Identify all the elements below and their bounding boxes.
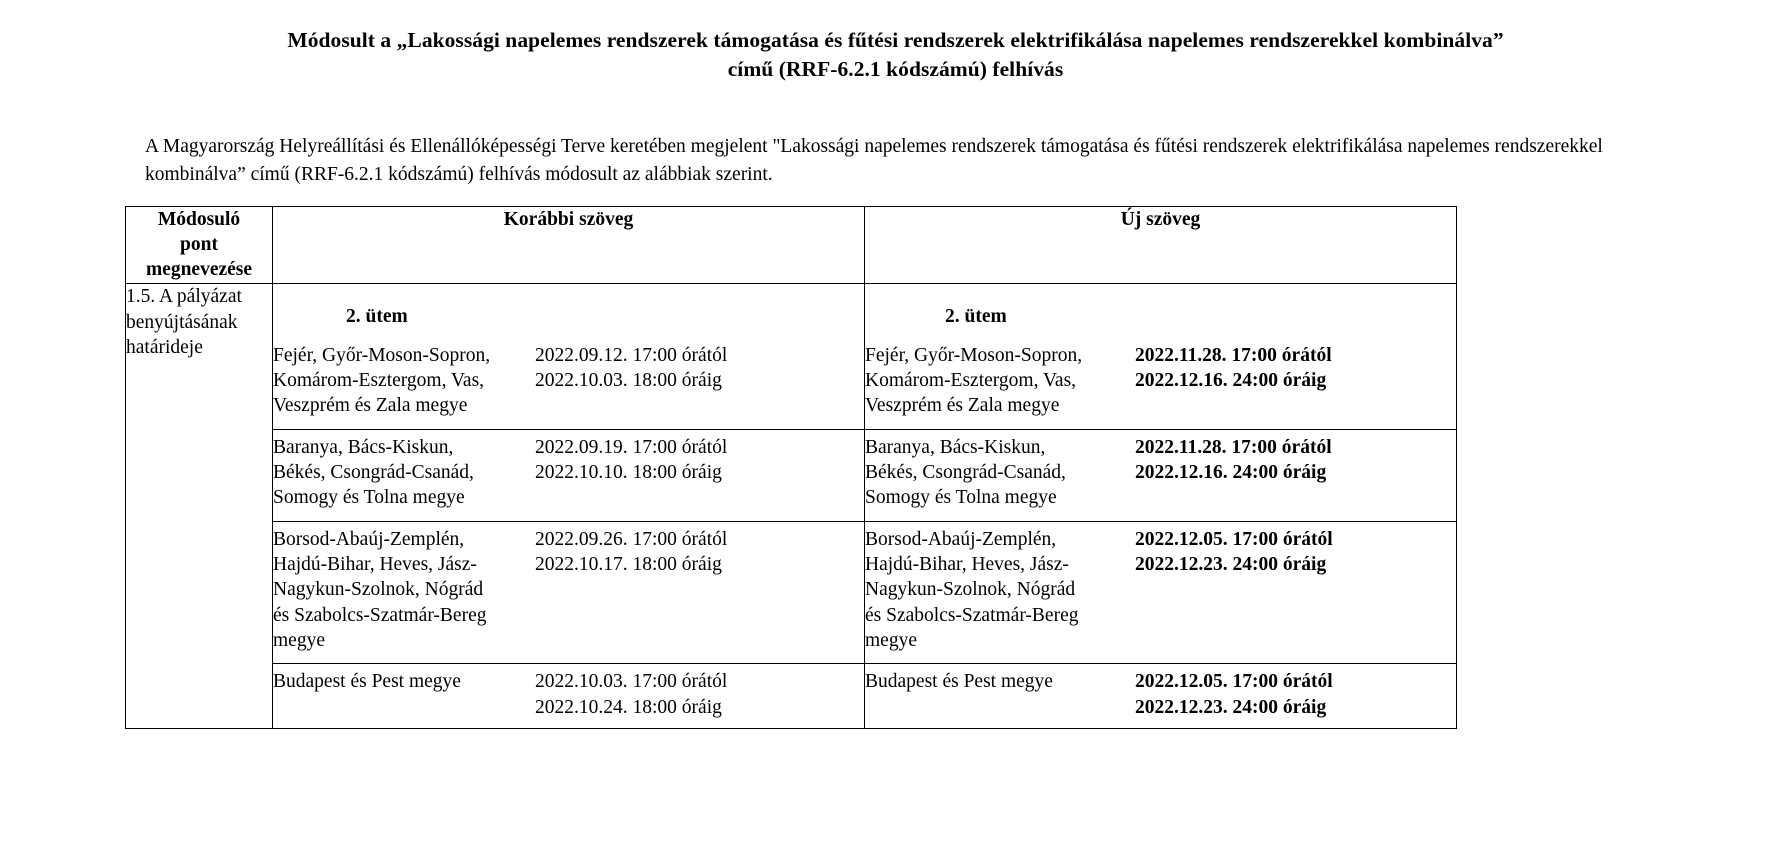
region-line: megye: [273, 630, 325, 652]
new-region-1: Baranya, Bács-Kiskun, Békés, Csongrád-Cs…: [865, 428, 1135, 522]
region-line: megye: [865, 630, 917, 652]
page-title-line-1: Módosult a „Lakossági napelemes rendszer…: [287, 28, 1504, 52]
table-body: 1.5. A pályázat benyújtásának határideje…: [125, 282, 1457, 730]
new-utem-heading: 2. ütem: [945, 305, 1007, 327]
new-dates-3: 2022.12.05. 17:00 órától 2022.12.23. 24:…: [1135, 663, 1457, 729]
date-to: 2022.12.23. 24:00 óráig: [1135, 696, 1327, 718]
intro-paragraph: A Magyarország Helyreállítási és Ellenál…: [0, 83, 1791, 188]
page-title-line-2: című (RRF-6.2.1 kódszámú) felhívás: [727, 56, 1064, 81]
region-line: Békés, Csongrád-Csanád,: [273, 461, 474, 483]
new-dates-2: 2022.12.05. 17:00 órától 2022.12.23. 24:…: [1135, 520, 1457, 664]
old-region-2: Borsod-Abaúj-Zemplén, Hajdú-Bihar, Heves…: [273, 520, 535, 664]
new-region-2: Borsod-Abaúj-Zemplén, Hajdú-Bihar, Heves…: [865, 520, 1135, 664]
region-line: Budapest és Pest megye: [273, 671, 461, 693]
date-to: 2022.10.17. 18:00 óráig: [535, 554, 722, 575]
date-to: 2022.12.16. 24:00 óráig: [1135, 369, 1327, 391]
new-region-0: Fejér, Győr-Moson-Sopron, Komárom-Eszter…: [865, 338, 1135, 430]
list-item: Borsod-Abaúj-Zemplén, Hajdú-Bihar, Heves…: [273, 520, 865, 664]
date-from: 2022.10.03. 17:00 órától: [535, 671, 728, 693]
list-item: Budapest és Pest megye 2022.12.05. 17:00…: [865, 663, 1457, 729]
old-dates-1: 2022.09.19. 17:00 órától 2022.10.10. 18:…: [535, 428, 865, 522]
list-item: Fejér, Győr-Moson-Sopron, Komárom-Eszter…: [865, 338, 1457, 430]
date-from: 2022.09.19. 17:00 órától: [535, 436, 728, 458]
old-schedule-table: Fejér, Győr-Moson-Sopron, Komárom-Eszter…: [273, 338, 865, 729]
region-line: Baranya, Bács-Kiskun,: [273, 436, 454, 458]
table-header: Módosuló pont megnevezése Korábbi szöveg…: [125, 205, 1457, 284]
amendment-table-wrapper: Módosuló pont megnevezése Korábbi szöveg…: [0, 189, 1791, 730]
cell-old-text: 2. ütem Fejér, Győr-Moson-Sopron, Komáro…: [272, 282, 865, 730]
old-dates-2: 2022.09.26. 17:00 órától 2022.10.17. 18:…: [535, 520, 865, 664]
date-to: 2022.10.24. 18:00 óráig: [535, 696, 722, 718]
cell-point-name: 1.5. A pályázat benyújtásának határideje: [125, 282, 273, 730]
old-dates-0: 2022.09.12. 17:00 órától 2022.10.03. 18:…: [535, 338, 865, 430]
date-to: 2022.12.16. 24:00 óráig: [1135, 461, 1327, 483]
region-line: Baranya, Bács-Kiskun,: [865, 436, 1046, 458]
point-name-line-2: benyújtásának: [126, 311, 238, 333]
region-line: Veszprém és Zala megye: [865, 395, 1060, 417]
old-region-3: Budapest és Pest megye: [273, 663, 535, 729]
region-line: Hajdú-Bihar, Heves, Jász-: [865, 554, 1069, 575]
region-line: Borsod-Abaúj-Zemplén,: [865, 528, 1057, 550]
region-line: és Szabolcs-Szatmár-Bereg: [865, 604, 1079, 626]
region-line: Békés, Csongrád-Csanád,: [865, 461, 1066, 483]
date-from: 2022.11.28. 17:00 órától: [1135, 436, 1332, 458]
cell-new-text: 2. ütem Fejér, Győr-Moson-Sopron, Komáro…: [864, 282, 1457, 730]
column-header-point: Módosuló pont megnevezése: [125, 205, 273, 284]
date-to: 2022.10.10. 18:00 óráig: [535, 461, 722, 483]
new-dates-0: 2022.11.28. 17:00 órától 2022.12.16. 24:…: [1135, 338, 1457, 430]
column-header-point-line-3: megnevezése: [145, 259, 253, 281]
region-line: Borsod-Abaúj-Zemplén,: [273, 528, 465, 550]
column-header-point-line-2: pont: [180, 233, 218, 255]
new-dates-1: 2022.11.28. 17:00 órától 2022.12.16. 24:…: [1135, 428, 1457, 522]
region-line: Hajdú-Bihar, Heves, Jász-: [273, 554, 477, 575]
column-header-point-line-1: Módosuló: [157, 208, 241, 230]
date-from: 2022.12.05. 17:00 órától: [1135, 528, 1333, 550]
old-region-0: Fejér, Győr-Moson-Sopron, Komárom-Eszter…: [273, 338, 535, 430]
region-line: Komárom-Esztergom, Vas,: [273, 369, 485, 391]
point-name-line-3: határideje: [126, 337, 203, 359]
new-schedule-table: Fejér, Győr-Moson-Sopron, Komárom-Eszter…: [865, 338, 1457, 729]
date-from: 2022.12.05. 17:00 órától: [1135, 671, 1333, 693]
old-region-1: Baranya, Bács-Kiskun, Békés, Csongrád-Cs…: [273, 428, 535, 522]
old-dates-3: 2022.10.03. 17:00 órától 2022.10.24. 18:…: [535, 663, 865, 729]
column-header-new-text: Új szöveg: [864, 205, 1457, 284]
region-line: Somogy és Tolna megye: [273, 487, 465, 509]
list-item: Baranya, Bács-Kiskun, Békés, Csongrád-Cs…: [865, 428, 1457, 522]
region-line: Fejér, Győr-Moson-Sopron,: [273, 344, 491, 366]
table-header-row: Módosuló pont megnevezése Korábbi szöveg…: [125, 205, 1457, 284]
date-to: 2022.12.23. 24:00 óráig: [1135, 554, 1327, 575]
region-line: Komárom-Esztergom, Vas,: [865, 369, 1077, 391]
intro-line-2: elektrifikálása napelemes rendszerekkel …: [145, 136, 1603, 185]
column-header-old-text: Korábbi szöveg: [272, 205, 865, 284]
old-utem-heading: 2. ütem: [346, 305, 408, 327]
list-item: Baranya, Bács-Kiskun, Békés, Csongrád-Cs…: [273, 428, 865, 522]
region-line: Veszprém és Zala megye: [273, 395, 468, 417]
date-from: 2022.11.28. 17:00 órától: [1135, 344, 1332, 366]
region-line: Nagykun-Szolnok, Nógrád: [273, 579, 484, 601]
list-item: Fejér, Győr-Moson-Sopron, Komárom-Eszter…: [273, 338, 865, 430]
date-from: 2022.09.12. 17:00 órától: [535, 344, 728, 366]
date-from: 2022.09.26. 17:00 órától: [535, 528, 728, 550]
list-item: Borsod-Abaúj-Zemplén, Hajdú-Bihar, Heves…: [865, 520, 1457, 664]
region-line: Fejér, Győr-Moson-Sopron,: [865, 344, 1083, 366]
region-line: Somogy és Tolna megye: [865, 487, 1057, 509]
region-line: és Szabolcs-Szatmár-Bereg: [273, 604, 487, 626]
region-line: Budapest és Pest megye: [865, 671, 1053, 693]
amendment-table: Módosuló pont megnevezése Korábbi szöveg…: [125, 205, 1457, 730]
point-name-line-1: 1.5. A pályázat: [126, 285, 242, 307]
intro-line-1: A Magyarország Helyreállítási és Ellenál…: [145, 136, 1288, 158]
new-region-3: Budapest és Pest megye: [865, 663, 1135, 729]
table-row: 1.5. A pályázat benyújtásának határideje…: [125, 282, 1457, 730]
region-line: Nagykun-Szolnok, Nógrád: [865, 579, 1076, 601]
list-item: Budapest és Pest megye 2022.10.03. 17:00…: [273, 663, 865, 729]
date-to: 2022.10.03. 18:00 óráig: [535, 369, 722, 391]
page-title: Módosult a „Lakossági napelemes rendszer…: [0, 0, 1791, 83]
